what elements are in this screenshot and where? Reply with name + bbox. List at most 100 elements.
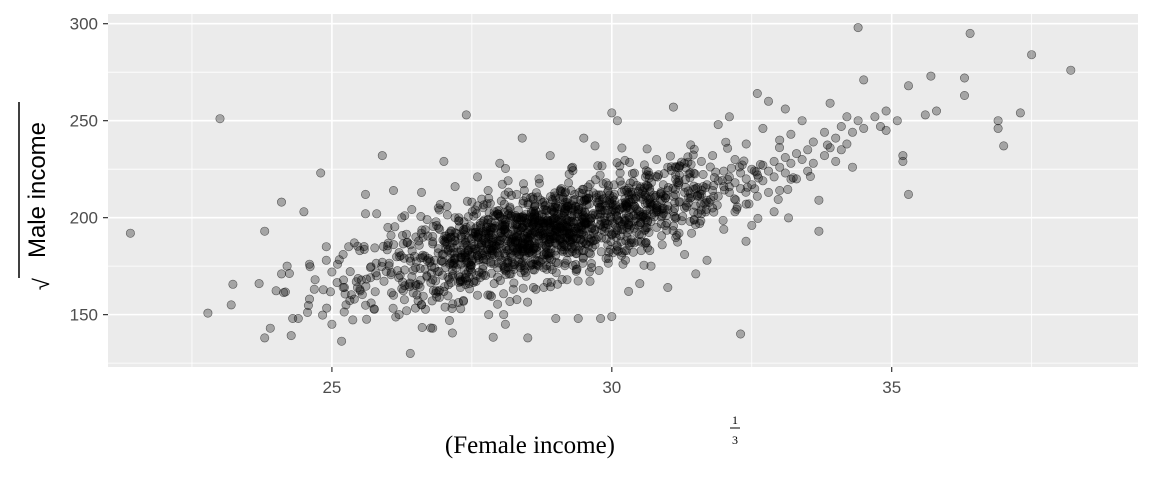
data-point xyxy=(729,194,739,204)
data-point xyxy=(523,215,533,225)
data-point xyxy=(903,189,913,199)
data-point xyxy=(506,252,516,262)
data-point xyxy=(719,185,729,195)
data-point xyxy=(926,71,936,81)
data-point xyxy=(397,231,407,241)
data-point xyxy=(433,203,443,213)
data-point xyxy=(293,313,303,323)
data-point xyxy=(677,216,687,226)
data-point xyxy=(590,141,600,151)
data-point xyxy=(662,218,672,228)
data-point xyxy=(399,295,409,305)
data-point xyxy=(635,279,645,289)
data-point xyxy=(881,125,891,135)
data-point xyxy=(652,172,662,182)
data-point xyxy=(562,226,572,236)
data-point xyxy=(724,112,734,122)
data-point xyxy=(398,239,408,249)
data-point xyxy=(489,250,499,260)
data-point xyxy=(484,228,494,238)
data-point xyxy=(999,141,1009,151)
data-point xyxy=(573,205,583,215)
data-point xyxy=(783,184,793,194)
data-point xyxy=(366,298,376,308)
data-point xyxy=(719,224,729,234)
data-point xyxy=(808,137,818,147)
data-point xyxy=(803,145,813,155)
data-point xyxy=(691,201,701,211)
data-point xyxy=(467,197,477,207)
x-tick-label: 35 xyxy=(882,378,901,397)
data-point xyxy=(400,211,410,221)
data-point xyxy=(993,116,1003,126)
data-point xyxy=(399,253,409,263)
data-point xyxy=(429,263,439,273)
data-point xyxy=(551,268,561,278)
data-point xyxy=(769,207,779,217)
data-point xyxy=(618,203,628,213)
data-point xyxy=(624,157,634,167)
data-point xyxy=(590,175,600,185)
data-point xyxy=(349,294,359,304)
data-point xyxy=(570,194,580,204)
data-point xyxy=(545,151,555,161)
data-point xyxy=(271,286,281,296)
data-point xyxy=(607,108,617,118)
data-point xyxy=(584,215,594,225)
data-point xyxy=(411,257,421,267)
data-point xyxy=(666,162,676,172)
data-point xyxy=(276,269,286,279)
data-point xyxy=(394,248,404,258)
data-point xyxy=(692,183,702,193)
data-point xyxy=(478,254,488,264)
data-point xyxy=(486,291,496,301)
data-point xyxy=(853,23,863,33)
data-point xyxy=(831,133,841,143)
data-point xyxy=(673,237,683,247)
data-point xyxy=(512,220,522,230)
data-point xyxy=(338,275,348,285)
data-point xyxy=(607,194,617,204)
data-point xyxy=(814,226,824,236)
data-point xyxy=(642,144,652,154)
data-point xyxy=(345,267,355,277)
x-axis-exponent-numerator: 1 xyxy=(732,413,738,427)
minor-gridlines xyxy=(108,14,1138,367)
data-point xyxy=(542,264,552,274)
data-point xyxy=(568,162,578,172)
data-point xyxy=(444,228,454,238)
data-point xyxy=(819,127,829,137)
data-point xyxy=(679,158,689,168)
x-axis: 25 30 35 xyxy=(322,367,901,397)
data-point xyxy=(434,266,444,276)
data-point xyxy=(698,170,708,180)
data-point xyxy=(360,189,370,199)
data-point xyxy=(338,250,348,260)
data-point xyxy=(349,238,359,248)
data-point xyxy=(763,187,773,197)
data-point xyxy=(531,188,541,198)
data-point xyxy=(517,222,527,232)
x-axis-title-text: Female income xyxy=(453,432,606,459)
data-point xyxy=(469,276,479,286)
data-point xyxy=(752,89,762,99)
data-point xyxy=(388,303,398,313)
data-point xyxy=(814,195,824,205)
data-points xyxy=(125,23,1076,358)
data-point xyxy=(671,170,681,180)
data-point xyxy=(348,315,358,325)
data-point xyxy=(903,81,913,91)
data-point xyxy=(377,257,387,267)
data-point xyxy=(529,265,539,275)
data-point xyxy=(431,217,441,227)
data-point xyxy=(377,151,387,161)
data-point xyxy=(584,267,594,277)
data-point xyxy=(567,247,577,257)
data-point xyxy=(631,192,641,202)
data-point xyxy=(696,209,706,219)
data-point xyxy=(519,265,529,275)
data-point xyxy=(448,299,458,309)
data-point xyxy=(612,215,622,225)
data-point xyxy=(775,186,785,196)
data-point xyxy=(478,217,488,227)
